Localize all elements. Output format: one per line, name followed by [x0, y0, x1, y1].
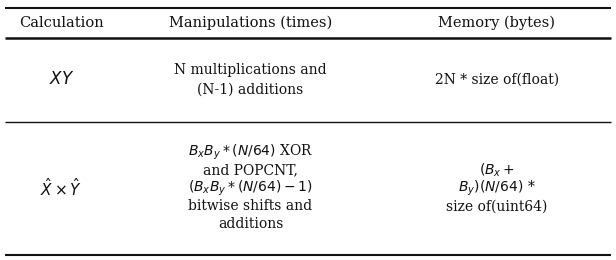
Text: size of(uint64): size of(uint64): [447, 199, 548, 213]
Text: $(B_xB_y * (N/64) - 1)$: $(B_xB_y * (N/64) - 1)$: [188, 179, 313, 198]
Text: additions: additions: [218, 218, 283, 231]
Text: Calculation: Calculation: [19, 16, 104, 30]
Text: 2N * size of(float): 2N * size of(float): [435, 73, 559, 87]
Text: $XY$: $XY$: [49, 72, 74, 88]
Text: and POPCNT,: and POPCNT,: [203, 164, 298, 178]
Text: $(B_x +$: $(B_x +$: [479, 162, 515, 179]
Text: bitwise shifts and: bitwise shifts and: [188, 199, 312, 213]
Text: $B_xB_y * (N/64)$ XOR: $B_xB_y * (N/64)$ XOR: [188, 143, 314, 162]
Text: $B_y)(N/64)$ *: $B_y)(N/64)$ *: [458, 179, 536, 198]
Text: $\hat{X} \times \hat{Y}$: $\hat{X} \times \hat{Y}$: [41, 178, 83, 199]
Text: N multiplications and
(N-1) additions: N multiplications and (N-1) additions: [174, 63, 327, 97]
Text: Manipulations (times): Manipulations (times): [169, 16, 332, 30]
Text: Memory (bytes): Memory (bytes): [439, 16, 556, 30]
